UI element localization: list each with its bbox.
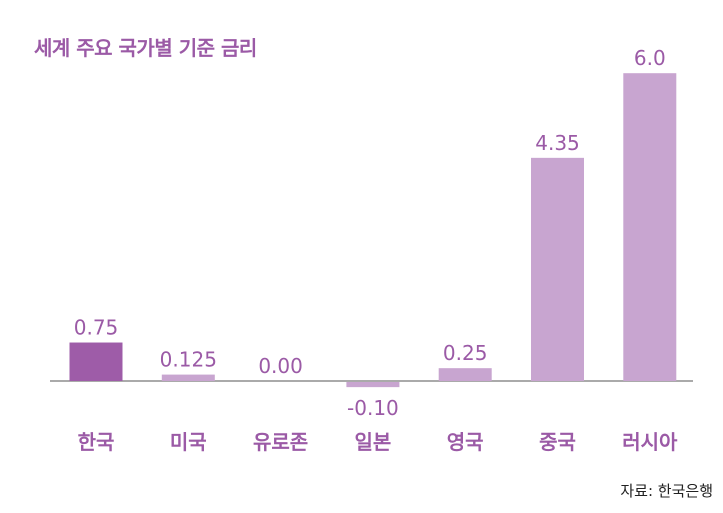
- bar-0: [69, 342, 123, 381]
- category-label-4: 영국: [447, 430, 484, 454]
- bar-5: [531, 157, 584, 381]
- value-label-6: 6.0: [634, 46, 666, 70]
- value-label-0: 0.75: [74, 316, 119, 340]
- source-note: 자료: 한국은행: [620, 482, 713, 500]
- value-label-4: 0.25: [443, 341, 488, 365]
- category-label-0: 한국: [78, 430, 115, 454]
- bar-3: [346, 382, 400, 388]
- category-label-6: 러시아: [622, 430, 678, 454]
- category-label-2: 유로존: [253, 430, 308, 454]
- chart-title: 세계 주요 국가별 기준 금리: [34, 36, 257, 60]
- category-label-1: 미국: [170, 430, 207, 454]
- bar-4: [438, 368, 492, 381]
- category-label-5: 중국: [539, 430, 576, 454]
- value-label-5: 4.35: [535, 131, 580, 155]
- value-label-1: 0.125: [160, 348, 217, 372]
- bar-1: [161, 374, 215, 381]
- value-label-2: 0.00: [258, 354, 303, 378]
- bar-6: [623, 73, 677, 381]
- value-label-3: -0.10: [347, 396, 399, 420]
- category-label-3: 일본: [354, 430, 391, 454]
